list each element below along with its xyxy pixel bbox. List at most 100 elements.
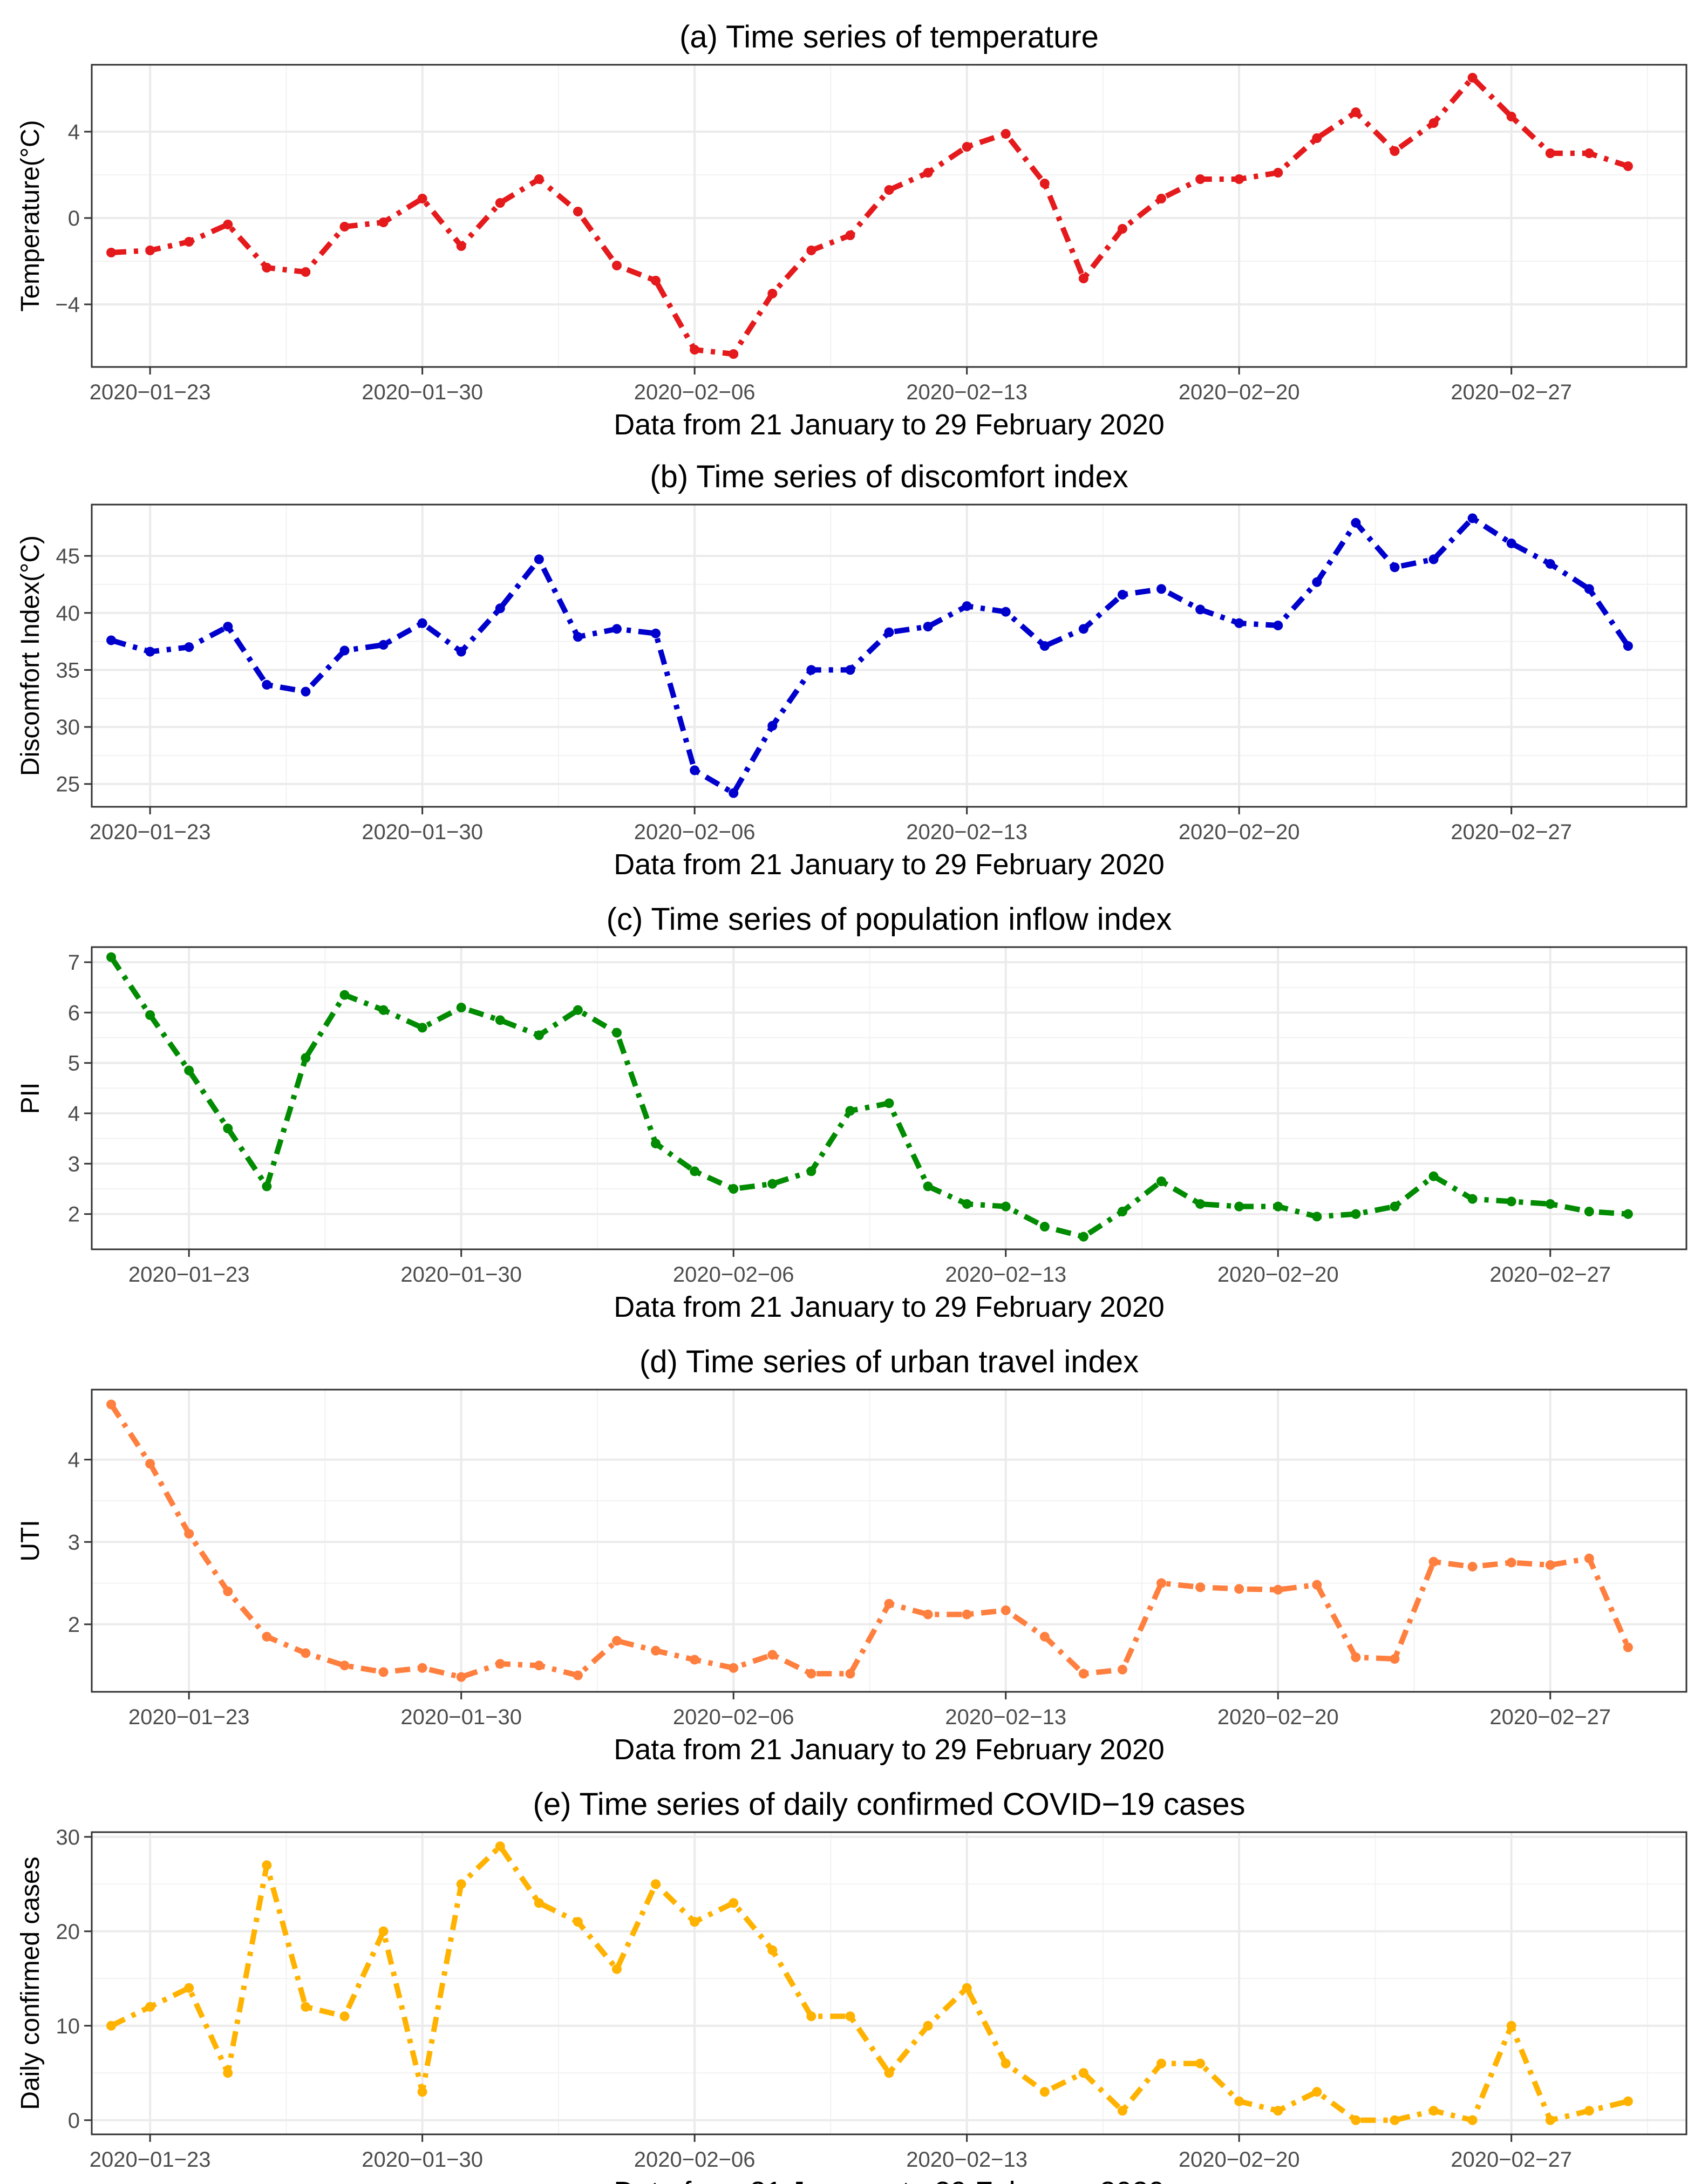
data-point — [767, 1945, 778, 1955]
data-point — [1312, 1212, 1322, 1222]
data-point — [845, 230, 855, 240]
data-point — [339, 2011, 350, 2022]
data-point — [611, 261, 622, 270]
data-point — [962, 1199, 972, 1209]
x-tick-label: 2020−02−06 — [634, 2148, 756, 2172]
x-axis-label: Data from 21 January to 29 February 2020 — [614, 848, 1165, 881]
y-tick-label: 2 — [68, 1613, 80, 1637]
data-point — [417, 618, 427, 628]
data-point — [1467, 513, 1478, 523]
panel-background — [91, 1831, 1687, 2135]
data-point — [417, 194, 427, 203]
data-point — [1312, 577, 1322, 587]
data-point — [884, 627, 894, 637]
data-point — [223, 622, 233, 632]
data-point — [1039, 641, 1050, 651]
series-line-temperature — [111, 75, 1629, 357]
data-point — [1584, 1553, 1594, 1563]
data-point — [1078, 1669, 1088, 1679]
x-tick-label: 2020−02−20 — [1217, 1705, 1339, 1729]
data-point — [145, 1010, 155, 1020]
x-tick-label: 2020−01−23 — [90, 380, 211, 404]
chart-panel-cases: 0 10 20 30 2020−01−23 2020−01−30 2020−02−06 202… — [16, 1787, 1687, 2184]
y-axis-label: Daily confirmed cases — [16, 1856, 45, 2110]
data-point — [845, 2011, 855, 2022]
data-point — [1545, 148, 1555, 158]
x-tick-label: 2020−02−06 — [673, 1705, 794, 1729]
data-point — [806, 665, 816, 675]
data-point — [1506, 112, 1516, 121]
data-point — [1351, 518, 1361, 528]
data-point — [1078, 624, 1088, 634]
data-point — [1039, 2087, 1050, 2097]
data-point — [767, 720, 778, 731]
y-axis-label: Discomfort Index(°C) — [16, 535, 45, 776]
data-point — [106, 635, 117, 645]
x-tick-label: 2020−02−06 — [634, 820, 756, 844]
x-tick-label: 2020−02−13 — [906, 2148, 1027, 2172]
data-point — [729, 349, 739, 359]
x-tick-label: 2020−02−20 — [1179, 2148, 1300, 2172]
data-point — [1428, 1171, 1439, 1181]
data-point — [651, 1139, 661, 1148]
chart-panel-discomfort: 25 30 35 40 45 2020−01−23 2020−01−30 2020−02−06… — [16, 459, 1687, 881]
data-point — [1039, 1631, 1050, 1642]
data-point — [690, 765, 700, 775]
y-axis-label: Temperature(°C) — [16, 120, 45, 311]
y-tick-label: 3 — [68, 1530, 80, 1554]
data-point — [301, 1053, 311, 1063]
data-point — [1156, 1176, 1167, 1186]
data-point — [651, 1645, 661, 1656]
data-point — [1117, 2106, 1127, 2116]
data-point — [923, 1609, 933, 1620]
data-point — [184, 642, 194, 652]
data-point — [1623, 1642, 1633, 1652]
data-point — [223, 1124, 233, 1133]
data-point — [1390, 1654, 1400, 1664]
data-point — [1001, 1605, 1011, 1615]
data-point — [1234, 618, 1244, 628]
data-point — [1195, 1582, 1206, 1593]
x-tick-label: 2020−01−30 — [362, 2148, 483, 2172]
data-point — [495, 603, 505, 614]
data-point — [690, 345, 700, 355]
data-point — [845, 1106, 855, 1116]
data-point — [1545, 1560, 1555, 1570]
data-point — [729, 1898, 739, 1908]
data-point — [417, 1663, 427, 1673]
y-tick-label: 0 — [68, 207, 80, 230]
data-point — [1195, 174, 1206, 184]
chart-title: (a) Time series of temperature — [679, 19, 1099, 55]
data-point — [378, 1926, 389, 1936]
data-point — [962, 601, 972, 611]
data-point — [1623, 1209, 1633, 1219]
data-point — [1351, 107, 1361, 117]
x-tick-label: 2020−01−30 — [362, 380, 483, 404]
data-point — [1234, 1584, 1244, 1594]
x-tick-label: 2020−02−13 — [945, 1263, 1066, 1287]
data-point — [884, 1098, 894, 1108]
x-axis-label: Data from 21 January to 29 February 2020 — [614, 409, 1165, 441]
data-point — [767, 1650, 778, 1660]
data-point — [106, 952, 117, 962]
series-line-pii — [108, 955, 1629, 1240]
data-point — [729, 1663, 739, 1673]
y-axis-label: UTI — [16, 1520, 45, 1561]
x-tick-label: 2020−02−13 — [906, 820, 1027, 844]
data-point — [1545, 559, 1555, 569]
data-point — [1312, 1580, 1322, 1590]
data-point — [806, 2011, 816, 2022]
chart-title: (c) Time series of population inflow ind… — [607, 902, 1172, 937]
data-point — [184, 1529, 194, 1539]
chart-title: (e) Time series of daily confirmed COVID… — [533, 1787, 1246, 1822]
data-point — [611, 1028, 622, 1038]
data-point — [884, 1598, 894, 1609]
data-point — [223, 220, 233, 229]
panel-background — [91, 64, 1687, 368]
y-tick-label: 2 — [68, 1203, 80, 1227]
data-point — [1467, 73, 1478, 83]
data-point — [1039, 1222, 1050, 1232]
x-tick-label: 2020−01−23 — [128, 1705, 250, 1729]
data-point — [1312, 2087, 1322, 2097]
y-tick-label: 3 — [68, 1152, 80, 1176]
